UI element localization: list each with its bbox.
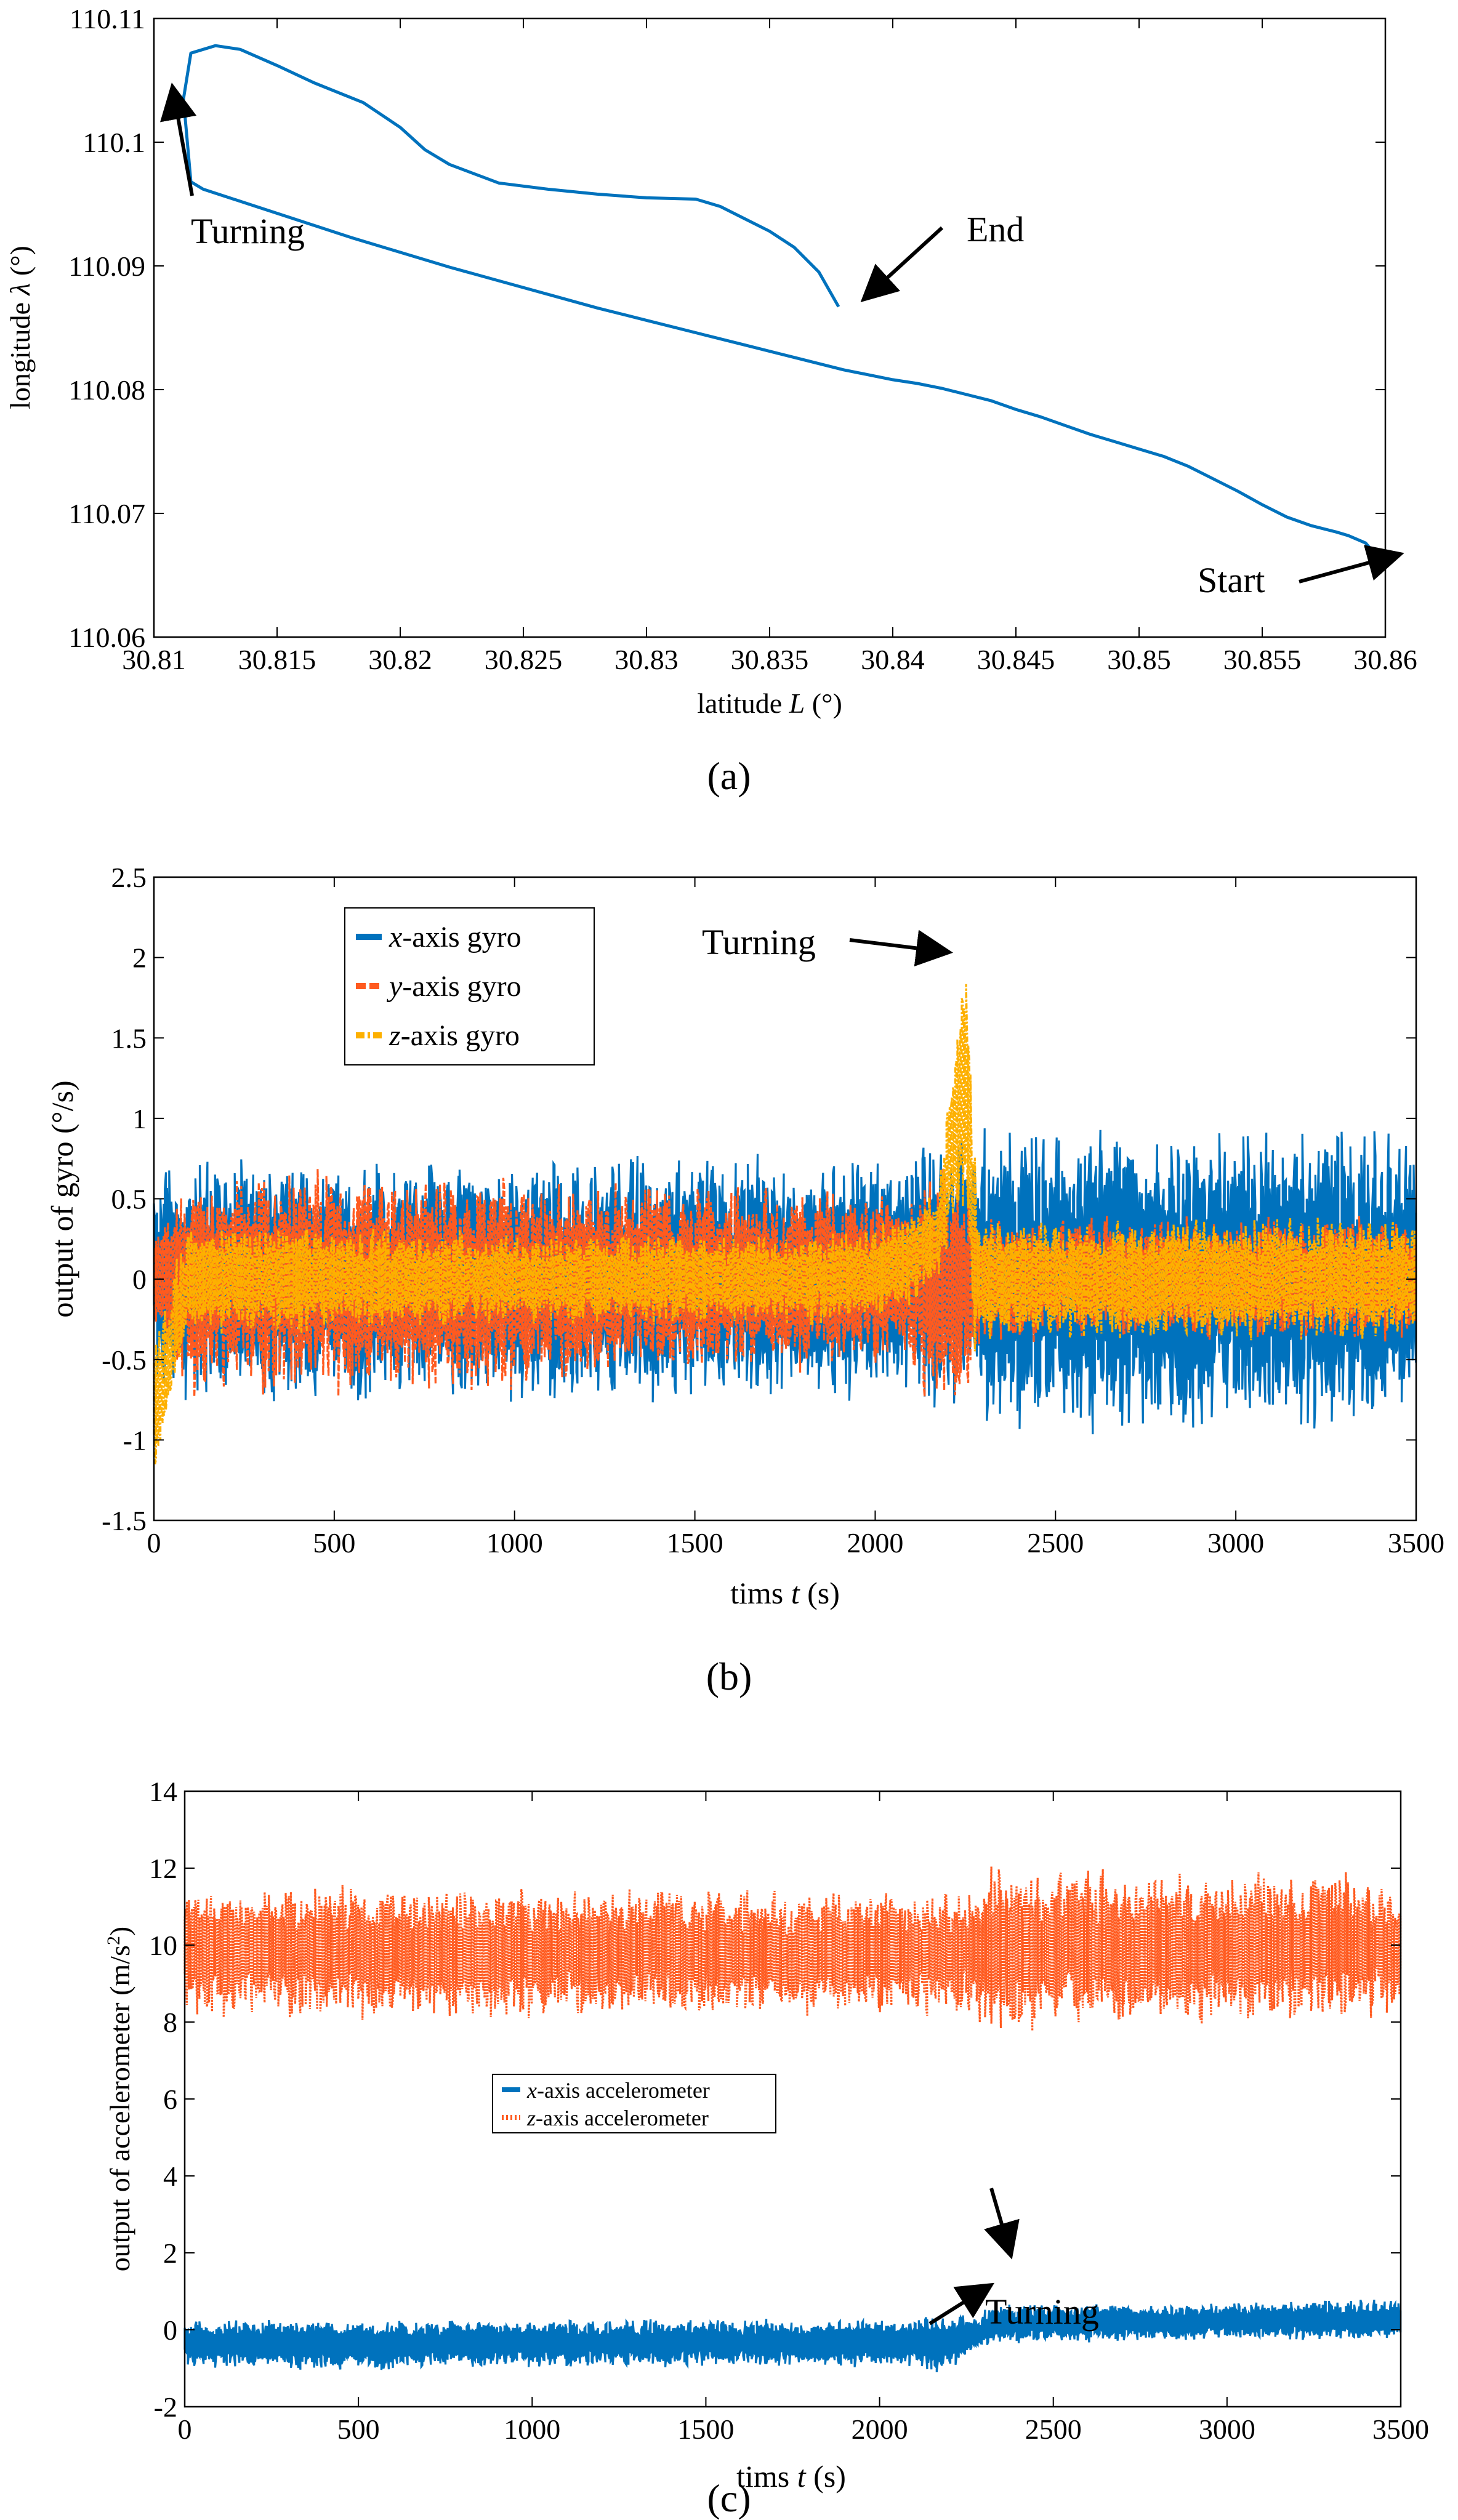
panel-b-x-tick-label: 500 — [313, 1527, 355, 1559]
panel-a-x-tick-label: 30.81 — [122, 644, 186, 675]
panel-b-legend-box — [344, 907, 595, 1065]
annotation-arrow-end — [860, 226, 944, 303]
panel-b-axes-box — [153, 876, 1417, 1522]
panel-b: 0 500 1000 1500 2000 2500 3000 3500 -1.5 -1 -0.5 0 0… — [45, 862, 1444, 1698]
panel-a-x-tick-label: 30.835 — [731, 644, 809, 675]
panel-c-label: (c) — [707, 2476, 751, 2520]
panel-c-y-tick-label: 10 — [149, 1930, 177, 1961]
panel-a-x-tick-label: 30.825 — [485, 644, 563, 675]
panel-c-x-tick-label: 2000 — [852, 2414, 908, 2445]
panel-c-x-tick-label: 0 — [178, 2414, 192, 2445]
panel-b-x-tick-label: 2000 — [847, 1527, 903, 1559]
panel-c-data-layer — [183, 1866, 1402, 2372]
panel-c-y-tick-label: 6 — [163, 2084, 177, 2115]
panel-a-axes-box — [153, 17, 1387, 638]
panel-c-y-tick-label: 14 — [149, 1776, 177, 1807]
panel-a-data-layer — [182, 44, 1374, 553]
panel-a-y-tick-label: 110.11 — [70, 3, 145, 34]
panel-c-x-tick-label: 1000 — [504, 2414, 560, 2445]
panel-b-y-tick-label: 1 — [132, 1103, 147, 1134]
panel-b-x-tick-label: 1000 — [486, 1527, 543, 1559]
legend-label-y-gyro: y-axis gyro — [386, 970, 522, 1003]
panel-b-y-tick-label: 1.5 — [111, 1022, 147, 1054]
panel-a-y-tick-label: 110.07 — [68, 498, 145, 529]
panel-a-ticks: 30.81 30.815 30.82 30.825 30.83 30.835 30.84 30… — [68, 3, 1417, 675]
panel-b-x-tick-label: 1500 — [667, 1527, 723, 1559]
annotation-turning-c: Turning — [985, 2292, 1099, 2332]
panel-c-x-tick-label: 500 — [337, 2414, 380, 2445]
panel-b-x-tick-label: 3500 — [1388, 1527, 1444, 1559]
panel-b-y-tick-label: -0.5 — [102, 1344, 147, 1376]
panel-a-y-label: longitude λ (°) — [4, 246, 36, 409]
panel-a-x-tick-label: 30.855 — [1223, 644, 1302, 675]
legend-label-z-accel: z-axis accelerometer — [526, 2106, 709, 2130]
panel-c-legend: x-axis accelerometer z-axis acceleromete… — [492, 2074, 776, 2133]
annotation-end: End — [967, 209, 1024, 249]
panel-b-x-tick-label: 2500 — [1027, 1527, 1084, 1559]
annotation-arrow-turning-a — [160, 82, 197, 196]
panel-a-y-tick-label: 110.08 — [68, 374, 145, 406]
panel-c-x-tick-label: 2500 — [1025, 2414, 1082, 2445]
panel-c-y-tick-label: 0 — [163, 2314, 177, 2346]
panel-a-x-tick-label: 30.815 — [238, 644, 316, 675]
panel-b-y-tick-label: 2.5 — [111, 862, 147, 893]
panel-b-label: (b) — [706, 1655, 752, 1698]
panel-b-x-label: tims t (s) — [730, 1576, 840, 1610]
panel-c-x-label: tims t (s) — [736, 2459, 846, 2494]
panel-b-legend: x-axis gyro y-axis gyro z-axis gyro — [344, 907, 595, 1065]
annotation-start: Start — [1198, 560, 1265, 600]
panel-b-y-tick-label: -1 — [123, 1424, 147, 1456]
panel-b-data-layer — [153, 984, 1417, 1465]
panel-c-series-path-0 — [183, 2300, 1402, 2372]
panel-a-x-tick-label: 30.83 — [614, 644, 679, 675]
legend-label-x-gyro: x-axis gyro — [389, 921, 522, 953]
panel-a-label: (a) — [707, 754, 751, 798]
legend-label-x-accel: x-axis accelerometer — [526, 2078, 710, 2103]
panel-c-series-path-1 — [183, 1866, 1402, 2031]
panel-a-y-tick-label: 110.06 — [68, 622, 145, 653]
panel-b-y-tick-label: 0.5 — [111, 1184, 147, 1215]
panel-c: 0 500 1000 1500 2000 2500 3000 3500-20246810121… — [103, 1776, 1429, 2520]
panel-c-y-tick-label: -2 — [154, 2391, 177, 2423]
panel-c-y-tick-label: 4 — [163, 2161, 177, 2192]
annotation-arrow-turning-c-down — [984, 2188, 1020, 2260]
annotation-arrow-turning-c-up — [928, 2282, 995, 2325]
panel-a-x-tick-label: 30.84 — [861, 644, 925, 675]
panel-b-x-tick-label: 3000 — [1207, 1527, 1264, 1559]
annotation-turning-b: Turning — [702, 922, 816, 962]
panel-c-x-tick-label: 3000 — [1199, 2414, 1255, 2445]
panel-c-series-x-axis-accelerometer — [183, 2300, 1402, 2372]
panel-c-series-z-axis-accelerometer — [183, 1866, 1402, 2031]
panel-b-y-tick-label: 0 — [132, 1264, 147, 1295]
panel-b-series-path-2 — [153, 984, 1417, 1465]
panel-c-y-tick-label: 2 — [163, 2237, 177, 2269]
annotation-turning-a: Turning — [191, 211, 305, 251]
panel-b-y-tick-label: 2 — [132, 942, 147, 974]
panel-a-x-label: latitude L (°) — [697, 688, 842, 719]
panel-c-legend-box — [492, 2074, 776, 2133]
panel-a: 30.81 30.815 30.82 30.825 30.83 30.835 30.84 30… — [4, 3, 1417, 798]
annotation-arrow-turning-b — [849, 929, 953, 967]
panel-a-y-tick-label: 110.09 — [68, 251, 145, 282]
panel-c-axes-box — [183, 1790, 1402, 2408]
panel-b-y-tick-label: -1.5 — [102, 1505, 147, 1536]
panel-b-series-z-axis-gyro — [153, 984, 1417, 1465]
legend-label-z-gyro: z-axis gyro — [389, 1019, 520, 1052]
panel-a-y-tick-label: 110.1 — [83, 127, 145, 158]
panel-c-y-tick-label: 12 — [149, 1853, 177, 1884]
panel-b-x-tick-label: 0 — [147, 1527, 161, 1559]
panel-c-x-tick-label: 1500 — [677, 2414, 734, 2445]
annotation-arrow-start — [1299, 545, 1404, 584]
panel-c-x-tick-label: 3500 — [1372, 2414, 1429, 2445]
panel-a-x-tick-label: 30.85 — [1107, 644, 1171, 675]
panel-c-y-tick-label: 8 — [163, 2007, 177, 2038]
panel-a-x-tick-label: 30.86 — [1353, 644, 1417, 675]
panel-c-y-label: output of accelerometer (m/s2) — [103, 1927, 135, 2271]
panel-b-ticks: 0 500 1000 1500 2000 2500 3000 3500 -1.5 -1 -0.5 0 0… — [102, 862, 1444, 1559]
panel-a-x-tick-label: 30.82 — [368, 644, 432, 675]
trajectory-line — [182, 44, 1374, 553]
panel-b-y-label: output of gyro (°/s) — [45, 1080, 79, 1317]
panel-a-x-tick-label: 30.845 — [977, 644, 1055, 675]
